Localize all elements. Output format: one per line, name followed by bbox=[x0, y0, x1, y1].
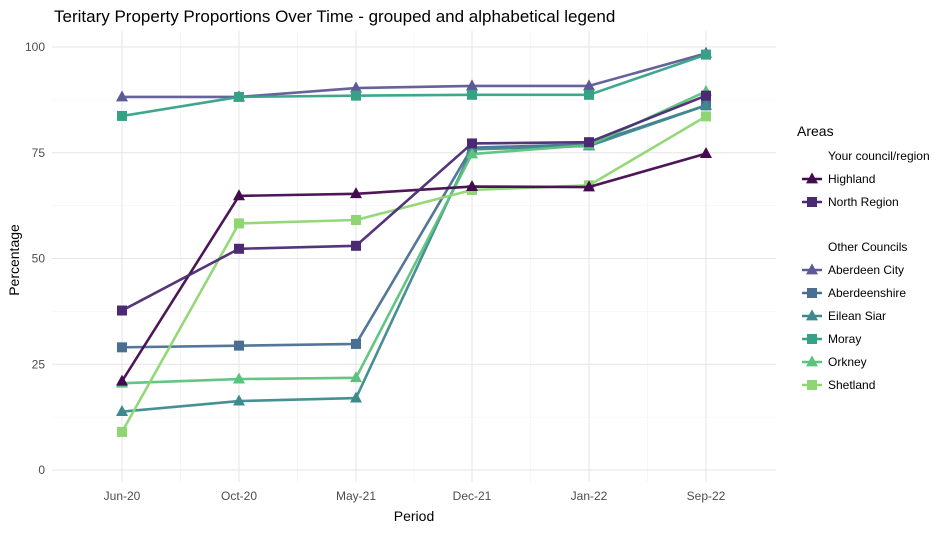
data-point bbox=[583, 180, 595, 192]
legend-item: Aberdeen City bbox=[802, 263, 904, 277]
grid bbox=[52, 31, 776, 482]
data-point bbox=[116, 90, 128, 102]
data-point bbox=[234, 243, 244, 254]
data-point bbox=[350, 391, 362, 403]
y-tick-label: 25 bbox=[32, 357, 46, 371]
y-tick-label: 75 bbox=[32, 146, 46, 160]
data-point bbox=[117, 305, 127, 316]
series-line bbox=[120, 52, 708, 99]
data-point bbox=[466, 179, 478, 191]
series-line bbox=[120, 104, 708, 349]
legend-marker bbox=[806, 309, 818, 321]
legend-label: Moray bbox=[828, 332, 861, 346]
legend-item: Highland bbox=[802, 172, 875, 186]
data-point bbox=[117, 342, 127, 353]
data-point bbox=[467, 89, 477, 100]
x-axis-label: Period bbox=[394, 508, 434, 524]
series-highland bbox=[116, 146, 712, 386]
chart-title: Teritary Property Proportions Over Time … bbox=[54, 7, 615, 26]
y-axis-label: Percentage bbox=[6, 224, 22, 296]
data-point bbox=[116, 374, 128, 386]
data-point bbox=[701, 49, 711, 60]
legend-item: Aberdeenshire bbox=[802, 286, 906, 300]
legend-marker bbox=[807, 288, 817, 298]
data-point bbox=[466, 79, 478, 91]
data-point bbox=[701, 111, 711, 122]
legend-label: Eilean Siar bbox=[828, 309, 886, 323]
data-point bbox=[466, 147, 478, 159]
series-line bbox=[120, 94, 708, 312]
data-point bbox=[351, 240, 361, 251]
data-point bbox=[584, 137, 594, 148]
data-point bbox=[350, 81, 362, 93]
legend-marker bbox=[807, 197, 817, 207]
series-line bbox=[120, 104, 708, 413]
data-point bbox=[234, 91, 244, 102]
legend-label: Orkney bbox=[828, 355, 867, 369]
legend-group-label: Your council/region bbox=[828, 149, 930, 163]
data-point bbox=[116, 405, 128, 417]
series-north-region bbox=[117, 90, 711, 316]
legend-group-label: Other Councils bbox=[828, 240, 907, 254]
data-point bbox=[233, 189, 245, 201]
data-point bbox=[351, 338, 361, 349]
data-point bbox=[233, 372, 245, 384]
data-point bbox=[351, 215, 361, 226]
series-lines bbox=[116, 46, 712, 437]
series-line bbox=[120, 152, 708, 383]
legend-item: Orkney bbox=[802, 355, 867, 369]
legend-marker bbox=[807, 334, 817, 344]
data-point bbox=[467, 138, 477, 149]
data-point bbox=[234, 218, 244, 229]
data-point bbox=[700, 98, 712, 110]
data-point bbox=[117, 110, 127, 121]
data-point bbox=[351, 90, 361, 101]
legend-marker bbox=[807, 380, 817, 390]
legend-label: North Region bbox=[828, 195, 899, 209]
legend-label: Highland bbox=[828, 172, 875, 186]
x-tick-label: Sep-22 bbox=[687, 489, 726, 503]
axes: 0 25 50 75 100 Jun-20 Oct-20 May-21 Dec-21 Jan-22… bbox=[25, 40, 726, 503]
y-tick-label: 0 bbox=[38, 463, 45, 477]
data-point bbox=[584, 89, 594, 100]
x-tick-label: May-21 bbox=[336, 489, 376, 503]
series-eilean-siar bbox=[116, 98, 712, 417]
data-point bbox=[583, 79, 595, 91]
legend-marker bbox=[806, 172, 818, 184]
legend-item: Shetland bbox=[802, 378, 875, 392]
y-tick-label: 100 bbox=[25, 40, 45, 54]
data-point bbox=[701, 90, 711, 101]
legend-title: Areas bbox=[797, 123, 834, 139]
x-tick-label: Dec-21 bbox=[453, 489, 492, 503]
data-point bbox=[117, 426, 127, 437]
legend-item: North Region bbox=[802, 195, 899, 209]
series-line bbox=[120, 90, 708, 385]
data-point bbox=[234, 340, 244, 351]
legend-label: Aberdeen City bbox=[828, 263, 904, 277]
legend-marker bbox=[806, 263, 818, 275]
x-tick-label: Jan-22 bbox=[571, 489, 608, 503]
x-tick-label: Oct-20 bbox=[221, 489, 257, 503]
data-point bbox=[233, 394, 245, 406]
legend-item: Eilean Siar bbox=[802, 309, 886, 323]
data-point bbox=[700, 146, 712, 158]
series-line bbox=[120, 53, 708, 118]
series-moray bbox=[117, 49, 711, 121]
legend-label: Shetland bbox=[828, 378, 875, 392]
legend: Areas Your council/region Highland North Re… bbox=[797, 123, 930, 392]
data-point bbox=[350, 187, 362, 199]
y-tick-label: 50 bbox=[32, 252, 46, 266]
legend-label: Aberdeenshire bbox=[828, 286, 906, 300]
legend-item: Moray bbox=[802, 332, 861, 346]
x-tick-label: Jun-20 bbox=[104, 489, 141, 503]
legend-marker bbox=[806, 355, 818, 367]
data-point bbox=[350, 371, 362, 383]
